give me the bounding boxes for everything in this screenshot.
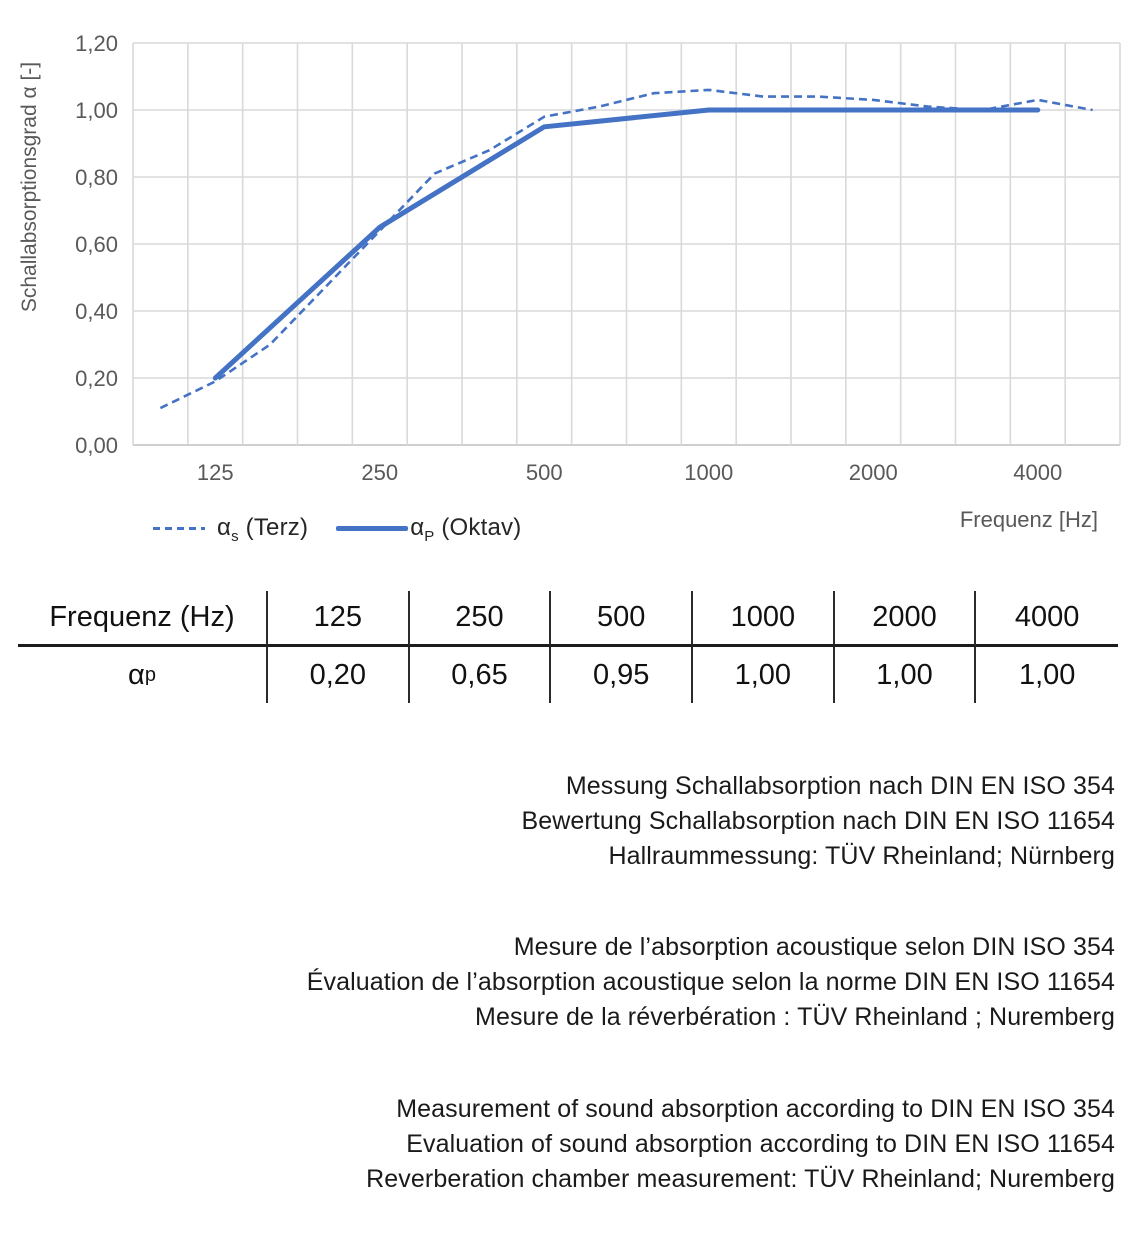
legend-oktav-rest: (Oktav) <box>434 513 522 541</box>
y-tick-label: 1,00 <box>75 98 118 123</box>
table-value-2000: 1,00 <box>835 647 977 703</box>
notes-german: Messung Schallabsorption nach DIN EN ISO… <box>0 769 1135 874</box>
terz-line-swatch <box>153 527 205 531</box>
alpha-p-table: Frequenz (Hz) 125 250 500 1000 2000 4000… <box>18 591 1118 703</box>
table-value-500: 0,95 <box>551 647 693 703</box>
absorption-chart: 0,00 0,20 0,40 0,60 0,80 1,00 1,20 125 250 500 100… <box>0 0 1135 558</box>
y-tick-label: 0,20 <box>75 366 118 391</box>
x-tick-label: 500 <box>526 460 563 485</box>
note-line: Hallraummessung: TÜV Rheinland; Nürnberg <box>608 842 1115 870</box>
y-axis-title: Schallabsorptionsgrad α [-] <box>18 62 41 312</box>
note-line: Bewertung Schallabsorption nach DIN EN I… <box>521 807 1115 835</box>
table-value-125: 0,20 <box>268 647 410 703</box>
x-tick-label: 4000 <box>1013 460 1062 485</box>
x-tick-label: 250 <box>361 460 398 485</box>
note-line: Mesure de la réverbération : TÜV Rheinla… <box>475 1003 1115 1031</box>
legend-terz-rest: (Terz) <box>238 513 309 541</box>
alpha-sub-p: p <box>144 663 156 686</box>
table-header-2000: 2000 <box>834 591 977 647</box>
oktav-line-swatch <box>336 526 409 532</box>
terz-series-line <box>159 88 1093 410</box>
y-tick-label: 0,40 <box>75 299 118 324</box>
legend-label-terz: αs (Terz) <box>217 514 308 545</box>
legend-item-terz: αs (Terz) <box>153 514 308 545</box>
note-line: Evaluation of sound absorption according… <box>406 1130 1115 1158</box>
y-tick-label: 0,00 <box>75 433 118 458</box>
legend-item-oktav: αP (Oktav) <box>336 514 521 545</box>
note-line: Reverberation chamber measurement: TÜV R… <box>366 1165 1115 1193</box>
notes-french: Mesure de l’absorption acoustique selon … <box>0 930 1135 1035</box>
x-axis-title: Frequenz [Hz] <box>960 507 1098 532</box>
legend-terz-symbol: α <box>217 513 232 541</box>
x-tick-label: 125 <box>197 460 234 485</box>
table-header-1000: 1000 <box>693 591 835 647</box>
table-header-125: 125 <box>268 591 410 647</box>
chart-legend: αs (Terz) αP (Oktav) <box>153 512 521 546</box>
table-value-4000: 1,00 <box>1018 658 1076 691</box>
legend-oktav-symbol: α <box>410 513 425 541</box>
alpha-symbol: α <box>128 658 145 691</box>
table-value-250: 0,65 <box>410 647 552 703</box>
note-line: Messung Schallabsorption nach DIN EN ISO… <box>565 772 1115 800</box>
table-header-frequency: Frequenz (Hz) <box>18 591 268 647</box>
legend-terz-sub: s <box>231 527 239 545</box>
notes-english: Measurement of sound absorption accordin… <box>0 1092 1135 1197</box>
y-tick-label: 0,80 <box>75 165 118 190</box>
table-value-1000: 1,00 <box>693 647 835 703</box>
table-header-250: 250 <box>409 591 552 647</box>
legend-label-oktav: αP (Oktav) <box>410 514 521 545</box>
table-header-500: 500 <box>551 591 693 647</box>
x-tick-label: 2000 <box>849 460 898 485</box>
note-line: Mesure de l’absorption acoustique selon … <box>513 933 1115 961</box>
y-tick-label: 1,20 <box>75 31 118 56</box>
table-header-4000: 4000 <box>976 591 1118 647</box>
x-tick-label: 1000 <box>684 460 733 485</box>
note-line: Évaluation de l’absorption acoustique se… <box>306 968 1115 996</box>
note-line: Measurement of sound absorption accordin… <box>396 1095 1115 1123</box>
absorption-chart-svg: 0,00 0,20 0,40 0,60 0,80 1,00 1,20 125 250 500 100… <box>18 31 1121 532</box>
legend-oktav-sub: P <box>424 527 435 545</box>
oktav-series-line <box>212 107 1041 381</box>
y-tick-label: 0,60 <box>75 232 118 257</box>
